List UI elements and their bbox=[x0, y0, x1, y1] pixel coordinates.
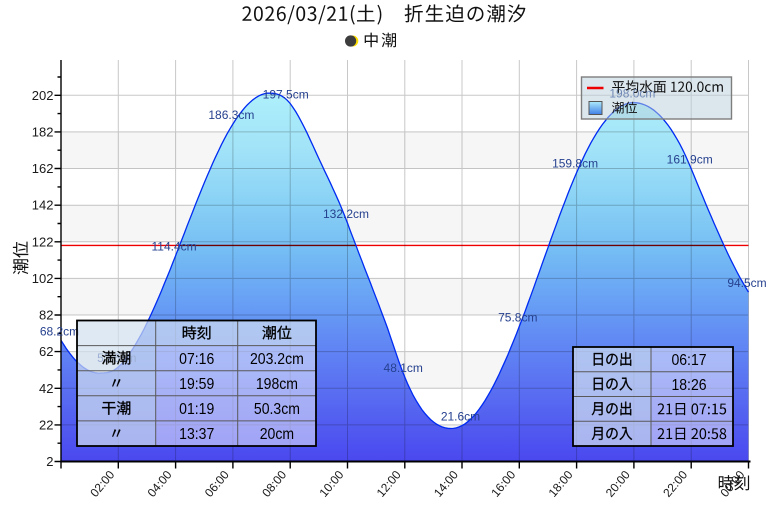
svg-text:19:59: 19:59 bbox=[179, 376, 214, 393]
svg-text:161.9cm: 161.9cm bbox=[667, 153, 713, 167]
svg-text:102: 102 bbox=[32, 271, 54, 286]
svg-text:48.1cm: 48.1cm bbox=[384, 361, 423, 375]
svg-text:13:37: 13:37 bbox=[179, 427, 214, 444]
svg-text:182: 182 bbox=[32, 124, 54, 139]
svg-text:20cm: 20cm bbox=[260, 427, 294, 444]
svg-text:202: 202 bbox=[32, 88, 54, 103]
svg-text:50.3cm: 50.3cm bbox=[254, 402, 300, 419]
svg-text:75.8cm: 75.8cm bbox=[498, 310, 537, 324]
svg-text:159.8cm: 159.8cm bbox=[552, 157, 598, 171]
svg-text:01:19: 01:19 bbox=[179, 402, 214, 419]
svg-text:122: 122 bbox=[32, 234, 54, 249]
svg-text:114.4cm: 114.4cm bbox=[152, 240, 197, 254]
svg-text:186.3cm: 186.3cm bbox=[208, 108, 254, 122]
svg-text:197.5cm: 197.5cm bbox=[263, 88, 309, 102]
svg-text:203.2cm: 203.2cm bbox=[250, 351, 304, 368]
svg-text:18:26: 18:26 bbox=[671, 377, 706, 394]
svg-text:21.6cm: 21.6cm bbox=[441, 410, 480, 424]
svg-text:22: 22 bbox=[39, 417, 53, 432]
svg-text:82: 82 bbox=[39, 308, 53, 323]
svg-text:06:17: 06:17 bbox=[671, 353, 706, 370]
svg-text:62: 62 bbox=[39, 344, 53, 359]
svg-text:198cm: 198cm bbox=[256, 376, 298, 393]
svg-text:07:16: 07:16 bbox=[179, 351, 214, 368]
svg-text:132.2cm: 132.2cm bbox=[323, 207, 369, 221]
svg-text:94.5cm: 94.5cm bbox=[727, 276, 766, 290]
svg-text:42: 42 bbox=[39, 381, 53, 396]
svg-text:142: 142 bbox=[32, 198, 54, 213]
svg-text:162: 162 bbox=[32, 161, 54, 176]
svg-text:68.2cm: 68.2cm bbox=[40, 324, 79, 338]
svg-text:2: 2 bbox=[46, 454, 53, 469]
